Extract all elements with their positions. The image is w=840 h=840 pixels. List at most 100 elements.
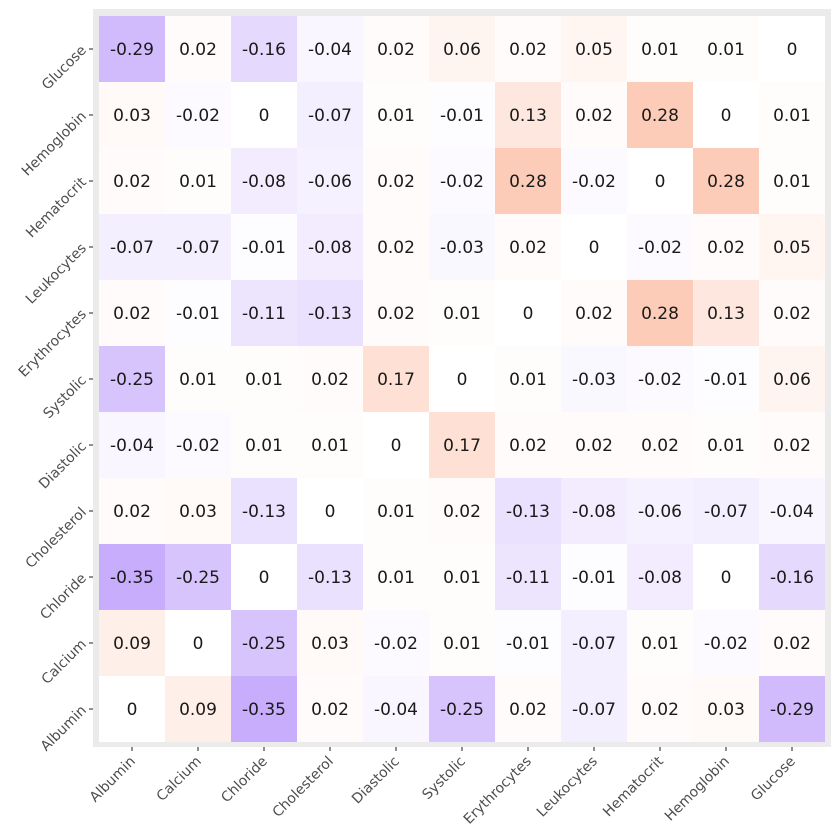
cell-value-label: 0.09 [113,634,151,654]
heatmap-cell [693,412,759,478]
cell-value-label: -0.01 [176,304,220,324]
heatmap-cell [759,214,825,280]
heatmap-cell [297,82,363,148]
cell-value-label: 0.06 [773,370,811,390]
cell-value-label: 0.01 [641,40,679,60]
cell-value-label: -0.25 [110,370,154,390]
heatmap-cell [165,214,231,280]
cell-value-label: 0.02 [113,502,151,522]
cell-value-label: -0.02 [704,634,748,654]
heatmap-cell [297,478,363,544]
heatmap-cell [231,544,297,610]
cell-value-label: 0.01 [443,304,481,324]
cell-value-label: -0.13 [242,502,286,522]
cell-value-label: -0.13 [308,568,352,588]
heatmap-cell [561,346,627,412]
heatmap-cell [429,16,495,82]
heatmap-cell [759,346,825,412]
x-tick-label: Albumin [87,754,139,806]
cell-value-label: 0.01 [443,634,481,654]
cell-value-label: 0.02 [509,40,547,60]
cell-value-label: -0.01 [506,634,550,654]
heatmap-cell [561,676,627,742]
cell-value-label: 0.02 [377,238,415,258]
cell-value-label: 0.28 [641,304,679,324]
cell-value-label: 0.02 [509,238,547,258]
cell-value-label: 0.03 [179,502,217,522]
heatmap-cell [561,412,627,478]
cell-value-label: 0 [787,40,798,60]
cell-value-label: 0.28 [641,106,679,126]
cell-value-label: 0.02 [179,40,217,60]
heatmap-cell [693,346,759,412]
heatmap-cell [231,214,297,280]
heatmap-cell [627,676,693,742]
cell-value-label: 0.02 [773,436,811,456]
x-tick-label: Hemoglobin [662,754,733,825]
cell-value-label: -0.06 [638,502,682,522]
cell-value-label: -0.04 [308,40,352,60]
heatmap-cell [165,676,231,742]
heatmap-cell [561,280,627,346]
cell-value-labels: -0.29 0.02 -0.16 -0.04 0.02 0.06 0.02 0.05 0.01 0… [110,40,814,720]
cell-value-label: 0.01 [377,502,415,522]
cell-value-label: 0.02 [575,106,613,126]
heatmap-cell [165,16,231,82]
heatmap-cell [627,544,693,610]
cell-value-label: 0.01 [707,436,745,456]
heatmap-cell [363,676,429,742]
cell-value-label: 0.02 [773,634,811,654]
cell-value-label: -0.08 [308,238,352,258]
heatmap-cell [297,148,363,214]
heatmap-cell [99,82,165,148]
heatmap-cell [99,346,165,412]
heatmap-cell [759,16,825,82]
cell-value-label: 0.28 [707,172,745,192]
cell-value-label: 0.01 [773,106,811,126]
heatmap-cell [495,280,561,346]
cell-value-label: -0.16 [242,40,286,60]
heatmap-cell [363,412,429,478]
y-tick-label: Erythrocytes [16,307,90,381]
cell-value-label: -0.07 [704,502,748,522]
cell-value-label: 0.01 [245,370,283,390]
heatmap-cell [627,478,693,544]
cell-value-label: 0 [391,436,402,456]
cell-value-label: 0.06 [443,40,481,60]
cell-value-label: 0.01 [773,172,811,192]
heatmap-cell [297,16,363,82]
y-tick-label: Hematocrit [23,174,90,241]
cell-value-label: 0.02 [509,436,547,456]
cell-value-label: 0.02 [377,40,415,60]
y-tick-label: Cholesterol [23,505,90,572]
cell-value-label: 0.02 [311,700,349,720]
cell-value-label: 0.02 [377,172,415,192]
cell-value-label: -0.02 [176,106,220,126]
y-axis-ticks: Glucose HemoglobinHematocritLeukocytesEry… [16,43,93,755]
heatmap-cell [297,544,363,610]
cell-value-label: 0.01 [377,568,415,588]
cell-value-label: -0.01 [440,106,484,126]
cell-value-label: -0.07 [110,238,154,258]
cell-value-label: 0.02 [113,304,151,324]
heatmap-cell [759,544,825,610]
cell-value-label: -0.25 [440,700,484,720]
cell-value-label: -0.02 [176,436,220,456]
cell-value-label: 0.28 [509,172,547,192]
cell-value-label: 0 [655,172,666,192]
x-tick-label: Diastolic [349,754,403,808]
cell-value-label: 0 [721,568,732,588]
cell-value-label: 0 [127,700,138,720]
cell-value-label: -0.04 [110,436,154,456]
cell-value-label: 0.03 [113,106,151,126]
heatmap-cell [693,478,759,544]
heatmap-cell [297,676,363,742]
heatmap-cell [495,148,561,214]
cell-value-label: 0.02 [773,304,811,324]
cell-value-label: 0.01 [245,436,283,456]
heatmap-cell [759,82,825,148]
heatmap-cell [165,544,231,610]
heatmap-cell [363,82,429,148]
cell-value-label: 0.01 [443,568,481,588]
heatmap-cell [363,610,429,676]
